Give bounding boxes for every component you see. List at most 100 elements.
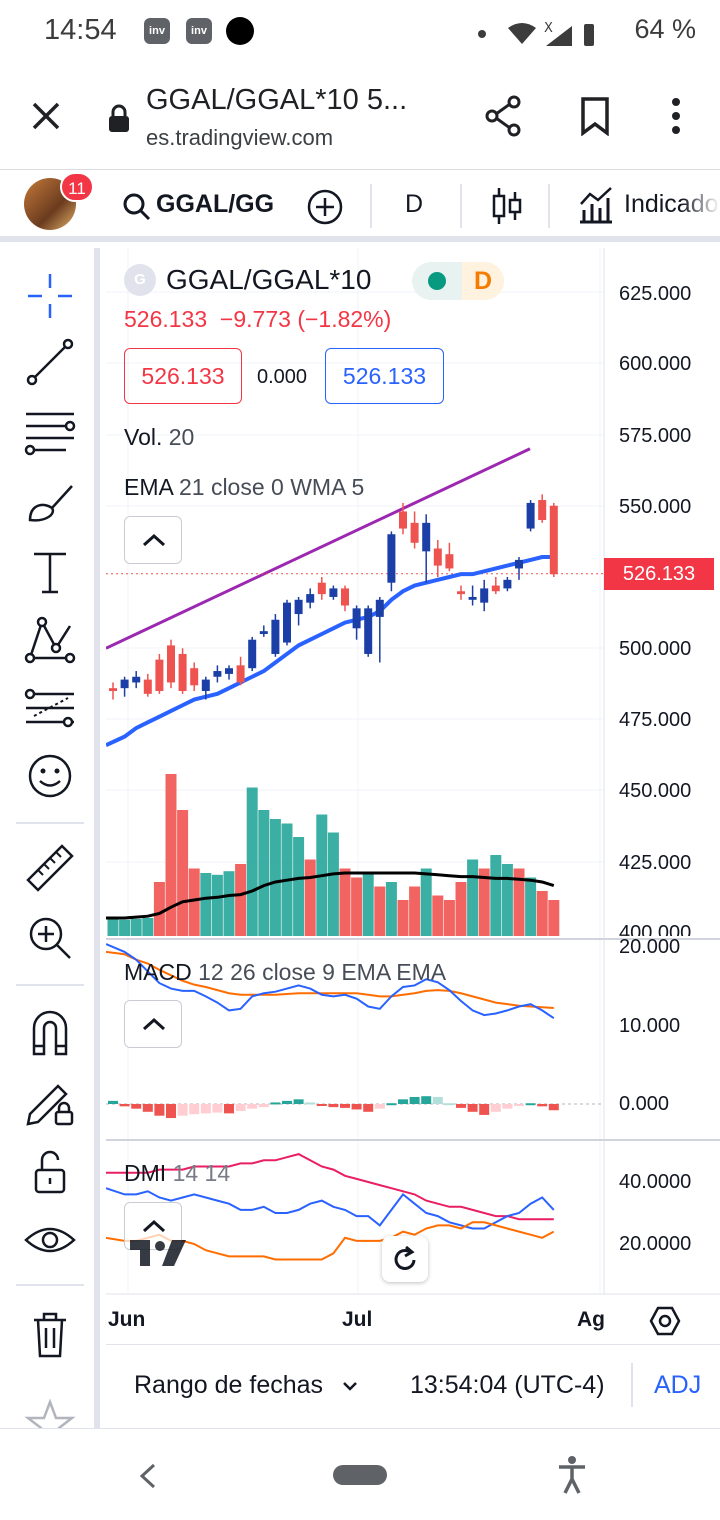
price-tick: 425.000 — [619, 852, 692, 874]
volume-legend[interactable]: Vol. 20 — [124, 424, 194, 451]
toolbar-divider — [16, 984, 84, 986]
search-icon[interactable] — [122, 192, 152, 222]
macd-histogram-bar — [189, 1104, 200, 1115]
chart-area[interactable]: G GGAL/GGAL*10 D 526.133 −9.773 (−1.82%)… — [106, 248, 720, 1344]
volume-bar — [153, 882, 165, 936]
legend-symbol[interactable]: GGAL/GGAL*10 — [166, 264, 372, 295]
candle-body — [143, 679, 152, 694]
dmi-legend[interactable]: DMI 14 14 — [124, 1160, 230, 1187]
candle-body — [167, 645, 175, 683]
macd-signal-line — [106, 950, 554, 1010]
back-icon[interactable] — [136, 1461, 160, 1491]
macd-histogram-bar — [386, 1103, 397, 1106]
fib-retracement-icon[interactable] — [22, 404, 78, 460]
text-tool-icon[interactable] — [22, 544, 78, 600]
dot-icon — [478, 30, 486, 38]
macd-histogram-bar — [479, 1104, 490, 1115]
ruler-icon[interactable] — [22, 840, 78, 896]
candle-body — [422, 522, 431, 552]
clock-timezone-button[interactable]: 13:54:04 (UTC-4) — [410, 1371, 605, 1399]
candle-body — [329, 588, 338, 597]
share-icon[interactable] — [484, 94, 524, 138]
price-tick: 400.000 — [619, 922, 692, 936]
volume-bar — [443, 900, 455, 936]
macd-histogram-bar — [293, 1099, 304, 1104]
macd-histogram-bar — [270, 1102, 281, 1105]
volume-bar — [351, 877, 363, 936]
more-vert-icon[interactable] — [666, 96, 686, 136]
dmi-tick: 20.0000 — [619, 1233, 692, 1255]
candle-body — [317, 582, 326, 595]
ema-legend[interactable]: EMA 21 close 0 WMA 5 — [124, 474, 364, 501]
candle-body — [549, 505, 558, 575]
price-tick: 450.000 — [619, 780, 692, 802]
macd-histogram-bar — [432, 1096, 443, 1104]
candle-body — [248, 639, 257, 669]
collapse-legend-button[interactable] — [124, 516, 182, 564]
price-tick: 600.000 — [619, 353, 692, 375]
macd-legend[interactable]: MACD 12 26 close 9 EMA EMA — [124, 959, 446, 986]
macd-histogram-bar — [502, 1104, 513, 1109]
volume-bar — [177, 810, 189, 936]
interval-button[interactable]: D — [405, 190, 424, 218]
emoji-icon[interactable] — [22, 748, 78, 804]
macd-histogram-bar — [525, 1103, 536, 1106]
trend-line-icon[interactable] — [22, 334, 78, 390]
buy-button[interactable]: 526.133 — [325, 348, 444, 404]
visibility-icon[interactable] — [22, 1212, 78, 1268]
forecast-icon[interactable] — [22, 680, 78, 736]
indicators-icon[interactable] — [578, 186, 614, 224]
price-tick: 475.000 — [619, 709, 692, 731]
macd-histogram-bar — [154, 1104, 165, 1116]
chevron-up-icon — [142, 1219, 166, 1233]
crosshair-icon[interactable] — [22, 268, 78, 324]
bookmark-icon[interactable] — [578, 96, 612, 136]
home-handle[interactable] — [333, 1465, 387, 1485]
price-tick-clipped: 400.000 — [619, 920, 720, 936]
add-symbol-icon[interactable] — [306, 188, 344, 226]
symbol-search-button[interactable]: GGAL/GG — [156, 190, 275, 218]
adj-toggle-button[interactable]: ADJ — [654, 1371, 702, 1399]
macd-histogram-bar — [351, 1104, 362, 1110]
accessibility-icon[interactable] — [556, 1455, 588, 1495]
toolbar-divider — [460, 184, 462, 228]
candle-body — [341, 588, 349, 606]
volume-bar — [142, 918, 154, 936]
chart-settings-icon[interactable] — [648, 1304, 682, 1338]
pattern-icon[interactable] — [22, 612, 78, 668]
zoom-in-icon[interactable] — [22, 910, 78, 966]
collapse-macd-button[interactable] — [124, 1000, 182, 1048]
reset-chart-button[interactable] — [382, 1236, 428, 1282]
candle-body — [480, 588, 489, 603]
volume-bar — [409, 886, 421, 936]
candle-body — [399, 511, 407, 529]
candle-body — [109, 688, 117, 691]
macd-histogram-bar — [467, 1104, 478, 1112]
macd-histogram-bar — [490, 1104, 501, 1112]
candle-body — [120, 679, 129, 689]
lock-drawing-icon[interactable] — [22, 1074, 78, 1130]
legend-change: −9.773 — [219, 306, 291, 332]
sell-button[interactable]: 526.133 — [124, 348, 242, 404]
chart-bottom-bar: Rango de fechas 13:54:04 (UTC-4) ADJ — [106, 1344, 720, 1422]
indicators-button[interactable]: Indicado — [624, 190, 719, 218]
brush-icon[interactable] — [22, 474, 78, 530]
chevron-down-icon[interactable] — [342, 1379, 358, 1393]
macd-histogram-bar — [548, 1104, 559, 1111]
page-title[interactable]: GGAL/GGAL*10 5... — [146, 84, 408, 116]
candles-icon[interactable] — [490, 186, 524, 226]
trash-icon[interactable] — [22, 1306, 78, 1362]
date-range-button[interactable]: Rango de fechas — [134, 1371, 324, 1399]
page-domain[interactable]: es.tradingview.com — [146, 125, 334, 150]
macd-histogram-bar — [177, 1104, 188, 1116]
candle-body — [503, 579, 512, 589]
magnet-icon[interactable] — [22, 1004, 78, 1060]
chart-canvas[interactable] — [106, 248, 720, 1344]
ema-line — [106, 555, 554, 747]
close-icon[interactable] — [28, 98, 64, 134]
macd-histogram-bar — [142, 1104, 153, 1112]
market-status-pill[interactable]: D — [412, 262, 504, 300]
unlock-icon[interactable] — [22, 1144, 78, 1200]
volume-bar — [420, 868, 432, 936]
macd-histogram-bar — [316, 1104, 327, 1106]
